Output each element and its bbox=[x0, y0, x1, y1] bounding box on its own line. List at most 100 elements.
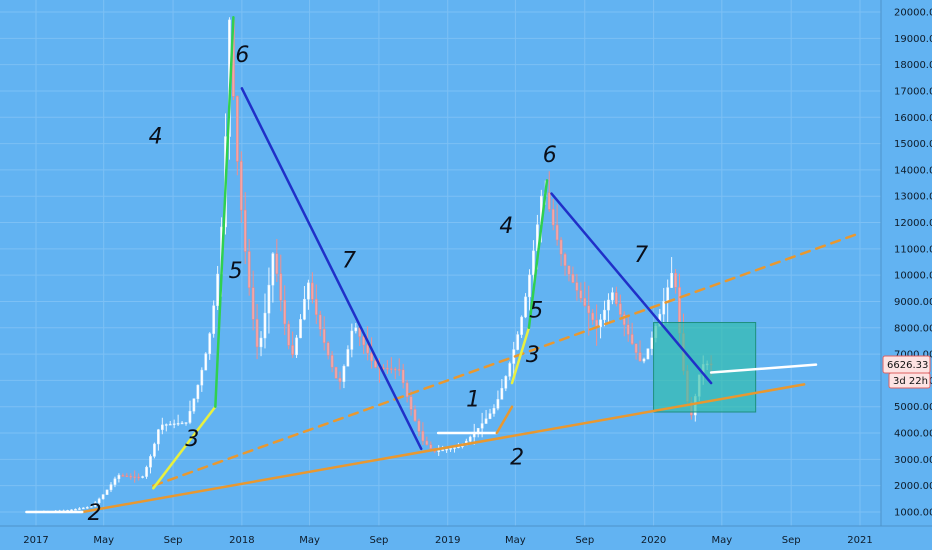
candle-body bbox=[666, 287, 670, 302]
countdown-label: 3d 22h bbox=[893, 376, 928, 387]
candle-body bbox=[299, 319, 302, 339]
x-tick-label: 2020 bbox=[641, 535, 666, 546]
candle-body bbox=[492, 408, 496, 414]
wave-label: 1 bbox=[466, 388, 480, 413]
y-tick-label: 16000.00 bbox=[894, 113, 932, 124]
candle-body bbox=[366, 344, 369, 354]
wave-label: 2 bbox=[88, 501, 102, 526]
candle-body bbox=[409, 396, 413, 410]
candle-body bbox=[603, 309, 606, 321]
trendline[interactable] bbox=[527, 179, 549, 330]
x-tick-label: 2017 bbox=[23, 535, 48, 546]
candle-body bbox=[180, 422, 184, 425]
candle-body bbox=[374, 360, 377, 368]
trendline[interactable] bbox=[80, 383, 806, 514]
candle-body bbox=[468, 436, 472, 442]
candle-body bbox=[97, 498, 101, 504]
candle-body bbox=[575, 282, 579, 291]
candle-body bbox=[500, 388, 504, 400]
candle-body bbox=[85, 507, 89, 509]
trendline[interactable] bbox=[214, 16, 235, 408]
candle-body bbox=[157, 429, 160, 445]
candle-body bbox=[303, 298, 306, 320]
candle-body bbox=[445, 448, 448, 451]
trendline[interactable] bbox=[240, 87, 423, 451]
candle-body bbox=[168, 423, 172, 426]
candle-body bbox=[314, 299, 318, 316]
wave-label: 5 bbox=[529, 298, 543, 323]
candle-body bbox=[646, 348, 650, 360]
candle-body bbox=[101, 494, 105, 500]
y-tick-label: 1000.00 bbox=[894, 508, 932, 519]
price-badges: 6626.33 3d 22h bbox=[882, 355, 931, 389]
x-tick-label: Sep bbox=[782, 535, 801, 546]
candle-body bbox=[386, 367, 389, 370]
candle-body bbox=[318, 314, 322, 330]
x-tick-label: May bbox=[93, 535, 114, 546]
y-tick-label: 14000.00 bbox=[894, 165, 932, 176]
candle-body bbox=[567, 265, 571, 275]
candle-body bbox=[82, 507, 85, 510]
candle-body bbox=[449, 448, 452, 450]
candle-body bbox=[370, 352, 373, 362]
candle-body bbox=[626, 324, 630, 335]
candle-body bbox=[212, 305, 215, 334]
candle-body bbox=[354, 327, 358, 332]
x-tick-label: 2021 bbox=[847, 535, 872, 546]
candle-body bbox=[615, 292, 618, 305]
candle-body bbox=[208, 333, 212, 354]
candle-body bbox=[291, 345, 294, 356]
candle-body bbox=[70, 509, 73, 512]
candle-body bbox=[200, 369, 204, 386]
candle-body bbox=[571, 273, 575, 283]
trendline[interactable] bbox=[152, 231, 862, 487]
y-tick-label: 18000.00 bbox=[894, 60, 932, 71]
candle-body bbox=[453, 447, 456, 449]
y-tick-label: 2000.00 bbox=[894, 481, 932, 492]
x-tick-label: 2018 bbox=[229, 535, 254, 546]
candle-body bbox=[630, 334, 634, 345]
candle-body bbox=[488, 413, 492, 419]
candle-body bbox=[559, 239, 563, 255]
candle-body bbox=[421, 431, 425, 442]
y-tick-label: 12000.00 bbox=[894, 218, 932, 229]
y-tick-label: 5000.00 bbox=[894, 402, 932, 413]
candle-body bbox=[346, 349, 350, 367]
candle-body bbox=[121, 475, 125, 477]
candle-body bbox=[267, 284, 271, 314]
time-axis[interactable]: 2017 May Sep 2018 May Sep 2019 May Sep 2020 May Sep… bbox=[23, 535, 872, 546]
candle-body bbox=[583, 297, 587, 306]
candle-body bbox=[184, 422, 188, 424]
y-tick-label: 9000.00 bbox=[894, 297, 932, 308]
y-tick-label: 20000.00 bbox=[894, 8, 932, 19]
candle-body bbox=[216, 273, 219, 306]
candle-body bbox=[247, 251, 251, 288]
wave-label: 6 bbox=[543, 143, 557, 168]
candle-body bbox=[520, 316, 523, 335]
candle-body bbox=[239, 161, 243, 211]
candle-body bbox=[587, 305, 591, 314]
trendline[interactable] bbox=[152, 405, 217, 490]
candle-body bbox=[109, 484, 113, 491]
candle-body bbox=[145, 466, 148, 477]
candle-body bbox=[255, 319, 259, 348]
y-tick-label: 7000.00 bbox=[894, 350, 932, 361]
candle-body bbox=[555, 224, 559, 241]
candle-body bbox=[330, 355, 334, 368]
candle-body bbox=[425, 440, 429, 446]
candle-body bbox=[634, 343, 638, 353]
candle-body bbox=[496, 399, 500, 409]
candle-body bbox=[547, 192, 551, 210]
trendline[interactable] bbox=[510, 326, 531, 385]
candle-body bbox=[437, 450, 441, 452]
wave-label: 6 bbox=[235, 43, 249, 68]
candle-body bbox=[401, 369, 405, 384]
candle-body bbox=[259, 337, 263, 348]
wave-label: 3 bbox=[526, 343, 540, 368]
candle-body bbox=[141, 476, 144, 478]
wave-label: 2 bbox=[510, 446, 524, 471]
trendline[interactable] bbox=[495, 405, 514, 435]
trendline[interactable] bbox=[709, 363, 818, 374]
trendline[interactable] bbox=[550, 192, 713, 385]
